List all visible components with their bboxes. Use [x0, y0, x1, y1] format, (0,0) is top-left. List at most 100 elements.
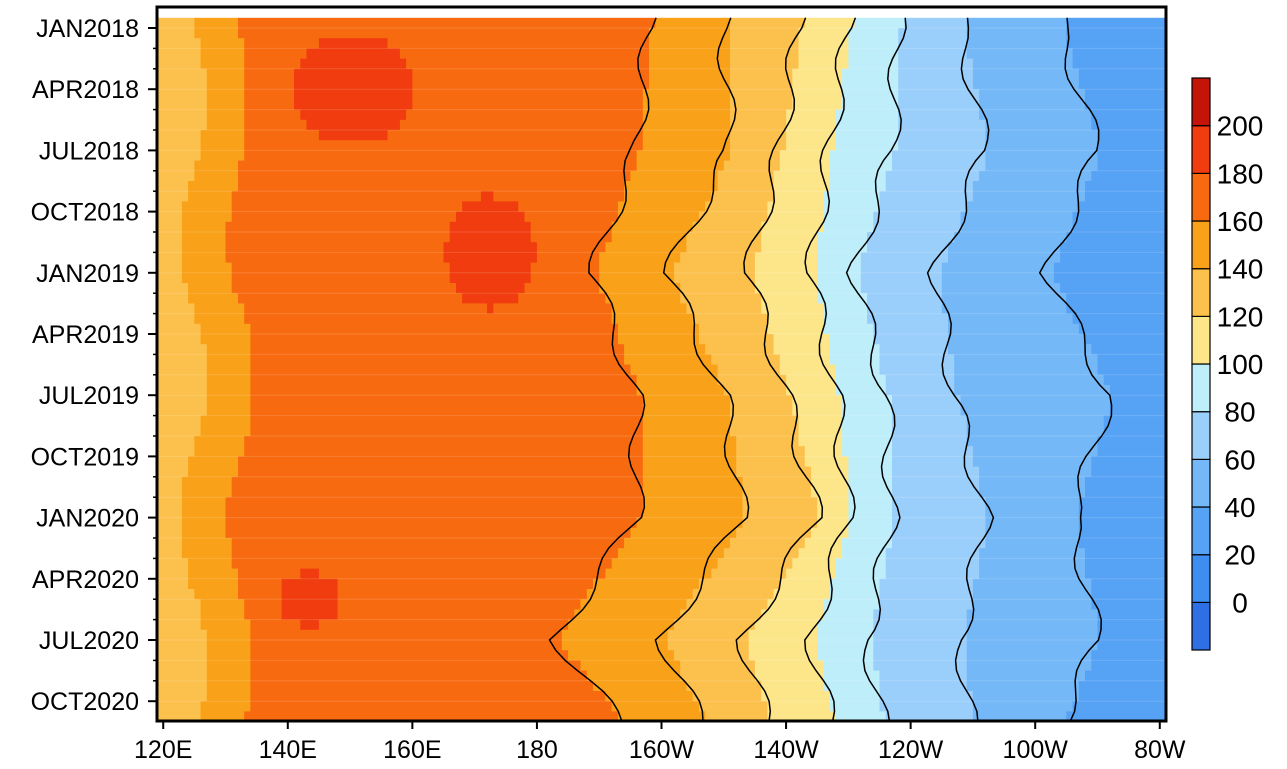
heatmap-cell [250, 334, 619, 345]
heatmap-cell [157, 344, 208, 355]
heatmap-cell [817, 293, 868, 304]
heatmap-cell [443, 252, 538, 264]
heatmap-cell [188, 283, 233, 294]
heatmap-cell [250, 344, 625, 355]
heatmap-cell [244, 150, 638, 162]
heatmap-cell [157, 17, 195, 29]
heatmap-cell [157, 568, 189, 580]
heatmap-cell [786, 568, 837, 580]
heatmap-cell [848, 456, 893, 468]
heatmap-cell [586, 589, 694, 600]
heatmap-cell [561, 629, 669, 641]
heatmap-cell [966, 650, 1092, 661]
heatmap-cell [200, 140, 245, 151]
heatmap-cell [157, 599, 202, 610]
heatmap-cell [1078, 497, 1166, 508]
heatmap-cell [655, 17, 731, 29]
heatmap-cell [561, 640, 669, 651]
heatmap-cell [157, 221, 183, 233]
heatmap-cell [206, 374, 251, 386]
heatmap-cell [1091, 344, 1166, 355]
heatmap-cell [804, 17, 856, 29]
heatmap-cell [786, 374, 837, 386]
heatmap-cell [231, 558, 613, 570]
heatmap-cell [157, 323, 202, 335]
heatmap-cell [250, 640, 563, 651]
heatmap-cell [817, 497, 849, 508]
heatmap-cell [817, 242, 868, 253]
heatmap-cell [337, 609, 575, 621]
heatmap-cell [225, 527, 631, 539]
heatmap-cell [412, 79, 650, 90]
heatmap-cell [181, 517, 227, 529]
heatmap-cell [157, 313, 195, 325]
heatmap-cell [829, 150, 893, 162]
colorbar-swatch [1191, 458, 1211, 508]
heatmap-cell [630, 364, 719, 376]
heatmap-cell [898, 68, 974, 80]
heatmap-cell [842, 89, 899, 100]
heatmap-cell [979, 99, 1086, 111]
heatmap-cell [225, 242, 445, 253]
heatmap-cell [642, 395, 731, 406]
heatmap-cell [786, 130, 837, 141]
heatmap-cell [730, 89, 793, 100]
heatmap-cell [250, 425, 644, 437]
heatmap-cell [250, 374, 638, 386]
heatmap-cell [705, 344, 775, 355]
heatmap-cell [244, 313, 613, 325]
heatmap-cell [879, 599, 974, 610]
heatmap-cell [948, 252, 1061, 264]
heatmap-cell [698, 334, 775, 345]
heatmap-cell [649, 58, 731, 70]
heatmap-cell [848, 507, 893, 519]
heatmap-cell [188, 752, 232, 763]
heatmap-cell [157, 629, 208, 641]
heatmap-cell [194, 589, 239, 600]
heatmap-cell [885, 170, 980, 182]
heatmap-cell [842, 538, 893, 549]
heatmap-cell [1091, 650, 1166, 661]
heatmap-cell [630, 170, 719, 182]
heatmap-cell [200, 619, 251, 631]
heatmap-cell [966, 28, 1067, 39]
heatmap-cell [157, 232, 183, 243]
heatmap-cell [181, 538, 233, 549]
heatmap-cell [860, 272, 943, 284]
heatmap-cell [761, 221, 825, 233]
heatmap-cell [157, 691, 208, 702]
heatmap-cell [835, 140, 899, 151]
heatmap-cell [157, 640, 208, 651]
heatmap-cell [948, 242, 1061, 253]
heatmap-cell [524, 211, 619, 223]
heatmap-cell [1053, 272, 1166, 284]
heatmap-cell [611, 303, 687, 315]
heatmap-cell [462, 201, 519, 213]
heatmap-cell [593, 578, 700, 590]
heatmap-cell [636, 517, 744, 529]
heatmap-cell [1091, 170, 1166, 182]
heatmap-cell [1072, 211, 1166, 223]
heatmap-cell [194, 446, 245, 457]
heatmap-cell [823, 599, 881, 610]
heatmap-cell [181, 507, 227, 519]
heatmap-cell [518, 201, 619, 213]
heatmap-cell [972, 711, 1067, 721]
heatmap-cell [406, 109, 644, 121]
heatmap-cell [1078, 68, 1166, 80]
heatmap-cell [200, 48, 245, 60]
x-tick-label: 140E [259, 736, 317, 764]
heatmap-cell [723, 385, 787, 396]
heatmap-cell [1060, 252, 1166, 264]
heatmap-cell [948, 323, 1080, 335]
heatmap-cell [412, 99, 644, 111]
heatmap-cell [879, 701, 974, 712]
contour-line [845, 17, 907, 721]
heatmap-cell [387, 130, 644, 141]
heatmap-cell [985, 517, 1080, 529]
heatmap-cell [194, 303, 245, 315]
heatmap-cell [157, 293, 189, 304]
heatmap-cell [966, 436, 1099, 447]
heatmap-cell [717, 374, 787, 386]
heatmap-cell [157, 28, 195, 39]
